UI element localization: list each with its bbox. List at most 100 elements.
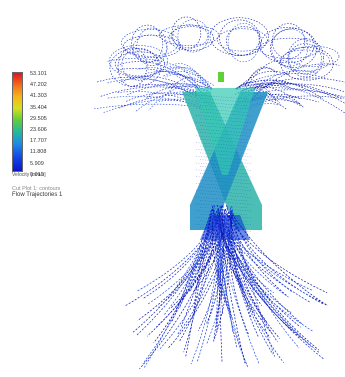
trajectory-line <box>199 118 253 123</box>
trajectory-line <box>199 152 253 157</box>
trajectory-line <box>190 216 222 365</box>
trajectory-line <box>231 216 325 305</box>
vortex-loop <box>171 16 202 50</box>
trajectory-line <box>195 101 249 106</box>
trajectory-line <box>212 207 260 364</box>
trajectory-line <box>143 213 217 299</box>
vortex-loop <box>269 28 317 68</box>
trajectory-line <box>195 149 249 154</box>
trajectory-line <box>199 145 253 151</box>
trajectory-line <box>199 111 253 117</box>
trajectory-line <box>230 211 268 323</box>
trajectory-line <box>164 66 213 89</box>
top-vortex-loops <box>109 16 340 88</box>
trajectory-line <box>215 216 310 303</box>
legend-tick: 29.505 <box>30 115 47 122</box>
trajectory-line <box>244 84 345 114</box>
trajectory-line <box>173 67 209 86</box>
trajectory-line <box>195 94 249 100</box>
vortex-loop <box>171 24 209 49</box>
trajectory-line <box>195 169 249 174</box>
trajectory-line <box>231 206 293 293</box>
trajectory-line <box>229 207 275 357</box>
trajectory-line <box>116 68 212 89</box>
trajectory-line <box>199 220 253 225</box>
trajectory-line <box>216 204 312 347</box>
trajectory-line <box>212 211 233 319</box>
trajectory-line <box>205 218 224 325</box>
trajectory-line <box>212 211 314 292</box>
trajectory-line <box>153 83 209 89</box>
trajectory-line <box>241 83 343 100</box>
trajectory-line <box>137 67 213 114</box>
vortex-loop <box>123 34 182 58</box>
trajectory-line <box>235 81 277 102</box>
trajectory-line <box>213 215 249 368</box>
trajectory-line <box>195 128 249 134</box>
trajectory-line <box>179 216 215 308</box>
legend-ticks: 53.101 47.202 41.303 35.404 29.505 23.60… <box>30 69 47 181</box>
inlet-marker <box>218 72 224 82</box>
trajectory-line <box>199 186 253 191</box>
vortex-loop <box>209 17 269 56</box>
trajectory-line <box>117 61 211 102</box>
trajectory-line <box>199 193 253 198</box>
trajectory-line <box>199 105 253 110</box>
legend-tick: 23.606 <box>30 126 47 133</box>
legend-unit-label: Velocity [mm/s] <box>12 172 46 178</box>
trajectory-line <box>195 135 249 140</box>
trajectory-line <box>195 224 249 229</box>
trajectory-line <box>185 213 212 357</box>
trajectory-line <box>223 210 328 294</box>
trajectory-line <box>195 162 249 168</box>
trajectory-line <box>195 122 249 127</box>
legend-tick: 35.404 <box>30 104 47 111</box>
trajectory-line <box>199 132 253 137</box>
trajectory-line <box>195 217 249 222</box>
vortex-loop <box>121 48 159 81</box>
trajectory-line <box>236 87 345 98</box>
legend-tick: 0.010 <box>30 171 44 178</box>
trajectory-line <box>197 211 225 332</box>
trajectory-line <box>212 209 278 343</box>
trajectory-line <box>166 77 206 96</box>
trajectory-line <box>195 210 249 215</box>
trajectory-line <box>216 216 301 338</box>
trajectory-line <box>199 98 253 103</box>
trajectory-line <box>239 80 324 100</box>
trajectory-line <box>154 70 209 102</box>
trajectory-line <box>226 205 287 296</box>
trajectory-line <box>217 219 289 298</box>
trajectory-line <box>153 205 214 344</box>
vortex-loop <box>117 47 148 87</box>
legend-tick: 11.808 <box>30 149 47 156</box>
trajectory-line <box>227 211 320 351</box>
trajectory-line <box>213 214 234 343</box>
trajectory-line <box>199 179 253 185</box>
trajectory-line <box>199 200 253 205</box>
trajectory-line <box>230 215 300 349</box>
vortex-loop <box>280 47 334 81</box>
trajectory-line <box>219 216 320 353</box>
trajectory-line <box>195 183 249 188</box>
trajectory-line <box>142 210 220 364</box>
trajectory-line <box>195 196 249 202</box>
trajectory-line <box>219 217 224 315</box>
trajectory-line <box>244 67 278 86</box>
vortex-loop <box>136 27 168 66</box>
vortex-loop <box>168 26 214 51</box>
legend-tick: 17.707 <box>30 138 47 145</box>
center-column <box>182 72 268 240</box>
trajectory-line <box>125 83 211 96</box>
cut-plot-label: Cut Plot 1: contours <box>12 186 61 192</box>
trajectory-line <box>136 216 218 292</box>
trajectory-line <box>223 213 232 299</box>
trajectory-line <box>179 215 215 342</box>
vortex-loop <box>225 26 262 56</box>
trajectory-line <box>195 115 249 120</box>
vortex-loop <box>287 38 324 78</box>
legend-tick: 47.202 <box>30 82 47 89</box>
trajectory-line <box>199 139 253 144</box>
